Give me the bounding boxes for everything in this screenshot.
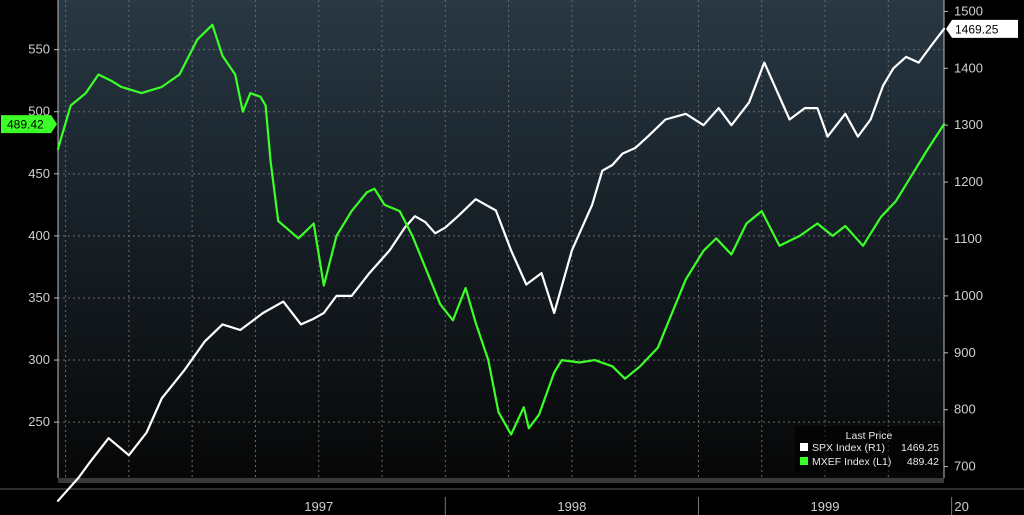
left-axis: 250 300 350 400 450 500 550 [28, 42, 58, 429]
left-tick-label: 500 [28, 104, 50, 119]
x-tick-label: 1997 [304, 499, 333, 514]
left-tick-label: 350 [28, 290, 50, 305]
right-axis: 700 800 900 1000 1100 1200 1300 1400 1500 [944, 3, 983, 474]
legend-label-spx: SPX Index (R1) [812, 442, 885, 454]
legend-value-spx: 1469.25 [901, 442, 939, 454]
right-tick-label: 900 [954, 345, 976, 360]
legend-swatch-spx [800, 443, 808, 451]
left-tick-label: 300 [28, 352, 50, 367]
right-tick-label: 1000 [954, 288, 983, 303]
right-tick-label: 1300 [954, 117, 983, 132]
axis-lines [0, 0, 1024, 490]
right-last-value-label: 1469.25 [955, 22, 999, 36]
right-tick-label: 1200 [954, 174, 983, 189]
plot-background [58, 0, 944, 478]
x-axis: 1997 1998 1999 20 [304, 497, 969, 515]
series-layer [56, 23, 946, 502]
right-tick-label: 1500 [954, 3, 983, 18]
legend-header: Last Price [846, 430, 893, 442]
legend-label-mxef: MXEF Index (L1) [812, 456, 891, 468]
right-last-value-flag: 1469.25 [946, 19, 1018, 38]
left-last-value-flag: 489.42 [1, 115, 57, 134]
right-tick-label: 700 [954, 459, 976, 474]
x-tick-label: 1998 [557, 499, 586, 514]
left-last-value-label: 489.42 [7, 118, 44, 132]
right-tick-label: 1100 [954, 231, 982, 246]
right-tick-label: 800 [954, 402, 976, 417]
legend-value-mxef: 489.42 [907, 456, 939, 468]
left-tick-label: 400 [28, 228, 50, 243]
x-axis-bar [58, 478, 944, 483]
mxef-series-line [56, 23, 946, 436]
right-tick-label: 1400 [954, 60, 983, 75]
legend: Last Price SPX Index (R1) 1469.25 MXEF I… [795, 426, 943, 472]
x-tick-label: 20 [954, 499, 968, 514]
legend-swatch-mxef [800, 457, 808, 465]
left-tick-label: 550 [28, 42, 50, 57]
left-tick-label: 450 [28, 166, 50, 181]
left-tick-label: 250 [28, 414, 50, 429]
spx-series-line [56, 27, 946, 502]
x-tick-label: 1999 [811, 499, 840, 514]
